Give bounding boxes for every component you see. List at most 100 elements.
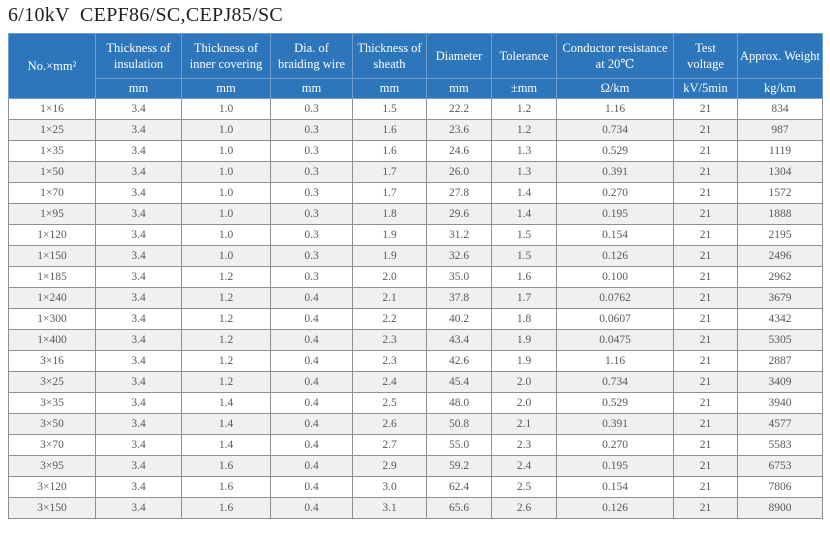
value-cell: 0.4: [270, 371, 353, 393]
table-row: 1×400 3.4 1.2 0.4 2.3 43.4 1.9 0.0475 21 5305: [8, 329, 823, 351]
value-cell: 3.4: [95, 203, 182, 225]
value-cell: 1.6: [181, 476, 271, 498]
value-cell: 0.100: [556, 266, 674, 288]
table-body: 1×16 3.4 1.0 0.3 1.5 22.2 1.2 1.16 21 834 1×25 3.4 1…: [8, 98, 823, 519]
value-cell: 35.0: [426, 266, 492, 288]
value-cell: 0.391: [556, 413, 674, 435]
value-cell: 2887: [737, 350, 823, 372]
row-size-cell: 1×185: [8, 266, 96, 288]
value-cell: 2.6: [491, 497, 557, 519]
value-cell: 0.154: [556, 224, 674, 246]
row-size-cell: 3×120: [8, 476, 96, 498]
value-cell: 2.7: [352, 434, 427, 456]
table-row: 1×120 3.4 1.0 0.3 1.9 31.2 1.5 0.154 21 2195: [8, 224, 823, 246]
value-cell: 8900: [737, 497, 823, 519]
value-cell: 1.9: [491, 329, 557, 351]
row-size-cell: 1×150: [8, 245, 96, 267]
value-cell: 48.0: [426, 392, 492, 414]
value-cell: 3.4: [95, 350, 182, 372]
value-cell: 42.6: [426, 350, 492, 372]
value-cell: 2.1: [352, 287, 427, 309]
value-cell: 0.3: [270, 224, 353, 246]
table-row: 1×35 3.4 1.0 0.3 1.6 24.6 1.3 0.529 21 1119: [8, 140, 823, 162]
value-cell: 1.6: [181, 497, 271, 519]
value-cell: 1.6: [181, 455, 271, 477]
unit-cell-weight: kg/km: [737, 78, 823, 99]
value-cell: 32.6: [426, 245, 492, 267]
value-cell: 21: [673, 140, 738, 162]
value-cell: 3.0: [352, 476, 427, 498]
value-cell: 21: [673, 392, 738, 414]
table-row: 1×300 3.4 1.2 0.4 2.2 40.2 1.8 0.0607 21 4342: [8, 308, 823, 330]
value-cell: 1.16: [556, 98, 674, 120]
value-cell: 0.391: [556, 161, 674, 183]
value-cell: 21: [673, 455, 738, 477]
value-cell: 2.1: [491, 413, 557, 435]
table-header: No.×mm² Thickness of insulation Thicknes…: [8, 33, 823, 99]
value-cell: 0.4: [270, 434, 353, 456]
value-cell: 43.4: [426, 329, 492, 351]
value-cell: 3.4: [95, 476, 182, 498]
value-cell: 50.8: [426, 413, 492, 435]
value-cell: 23.6: [426, 119, 492, 141]
header-label-row: No.×mm² Thickness of insulation Thicknes…: [8, 33, 823, 99]
col-header-braiding-wire-dia: Dia. of braiding wire: [270, 33, 353, 79]
value-cell: 1.3: [491, 161, 557, 183]
value-cell: 1.2: [181, 287, 271, 309]
row-size-cell: 1×300: [8, 308, 96, 330]
unit-cell-test-voltage: kV/5min: [673, 78, 738, 99]
value-cell: 3.4: [95, 140, 182, 162]
value-cell: 1.2: [491, 119, 557, 141]
value-cell: 2195: [737, 224, 823, 246]
value-cell: 2.0: [352, 266, 427, 288]
unit-cell-resistance: Ω/km: [556, 78, 674, 99]
value-cell: 3.4: [95, 455, 182, 477]
value-cell: 3.4: [95, 371, 182, 393]
table-row: 3×50 3.4 1.4 0.4 2.6 50.8 2.1 0.391 21 4577: [8, 413, 823, 435]
value-cell: 0.195: [556, 455, 674, 477]
unit-cell-inner-covering: mm: [181, 78, 271, 99]
value-cell: 21: [673, 371, 738, 393]
value-cell: 0.4: [270, 476, 353, 498]
value-cell: 65.6: [426, 497, 492, 519]
value-cell: 62.4: [426, 476, 492, 498]
value-cell: 3940: [737, 392, 823, 414]
value-cell: 2.3: [491, 434, 557, 456]
value-cell: 31.2: [426, 224, 492, 246]
value-cell: 3.4: [95, 182, 182, 204]
value-cell: 22.2: [426, 98, 492, 120]
value-cell: 3409: [737, 371, 823, 393]
table-row: 3×35 3.4 1.4 0.4 2.5 48.0 2.0 0.529 21 3940: [8, 392, 823, 414]
col-header-approx-weight: Approx. Weight: [737, 33, 823, 79]
cable-spec-table: No.×mm² Thickness of insulation Thicknes…: [8, 33, 823, 519]
value-cell: 1.0: [181, 98, 271, 120]
value-cell: 2.3: [352, 329, 427, 351]
value-cell: 21: [673, 182, 738, 204]
col-header-sheath-thickness: Thickness of sheath: [352, 33, 427, 79]
value-cell: 0.3: [270, 182, 353, 204]
value-cell: 21: [673, 434, 738, 456]
page-title: 6/10kV CEPF86/SC,CEPJ85/SC: [8, 4, 284, 26]
row-size-cell: 3×25: [8, 371, 96, 393]
value-cell: 27.8: [426, 182, 492, 204]
value-cell: 1.4: [491, 203, 557, 225]
row-size-cell: 1×16: [8, 98, 96, 120]
value-cell: 3679: [737, 287, 823, 309]
value-cell: 45.4: [426, 371, 492, 393]
value-cell: 1.7: [491, 287, 557, 309]
col-header-size: No.×mm²: [8, 33, 96, 99]
row-size-cell: 1×70: [8, 182, 96, 204]
value-cell: 1.0: [181, 245, 271, 267]
value-cell: 0.3: [270, 98, 353, 120]
value-cell: 21: [673, 308, 738, 330]
value-cell: 1.4: [181, 413, 271, 435]
value-cell: 1.7: [352, 182, 427, 204]
value-cell: 1.4: [181, 392, 271, 414]
value-cell: 0.3: [270, 161, 353, 183]
value-cell: 2.5: [352, 392, 427, 414]
value-cell: 3.4: [95, 245, 182, 267]
value-cell: 21: [673, 497, 738, 519]
value-cell: 1.2: [181, 308, 271, 330]
value-cell: 2.6: [352, 413, 427, 435]
value-cell: 1.5: [352, 98, 427, 120]
